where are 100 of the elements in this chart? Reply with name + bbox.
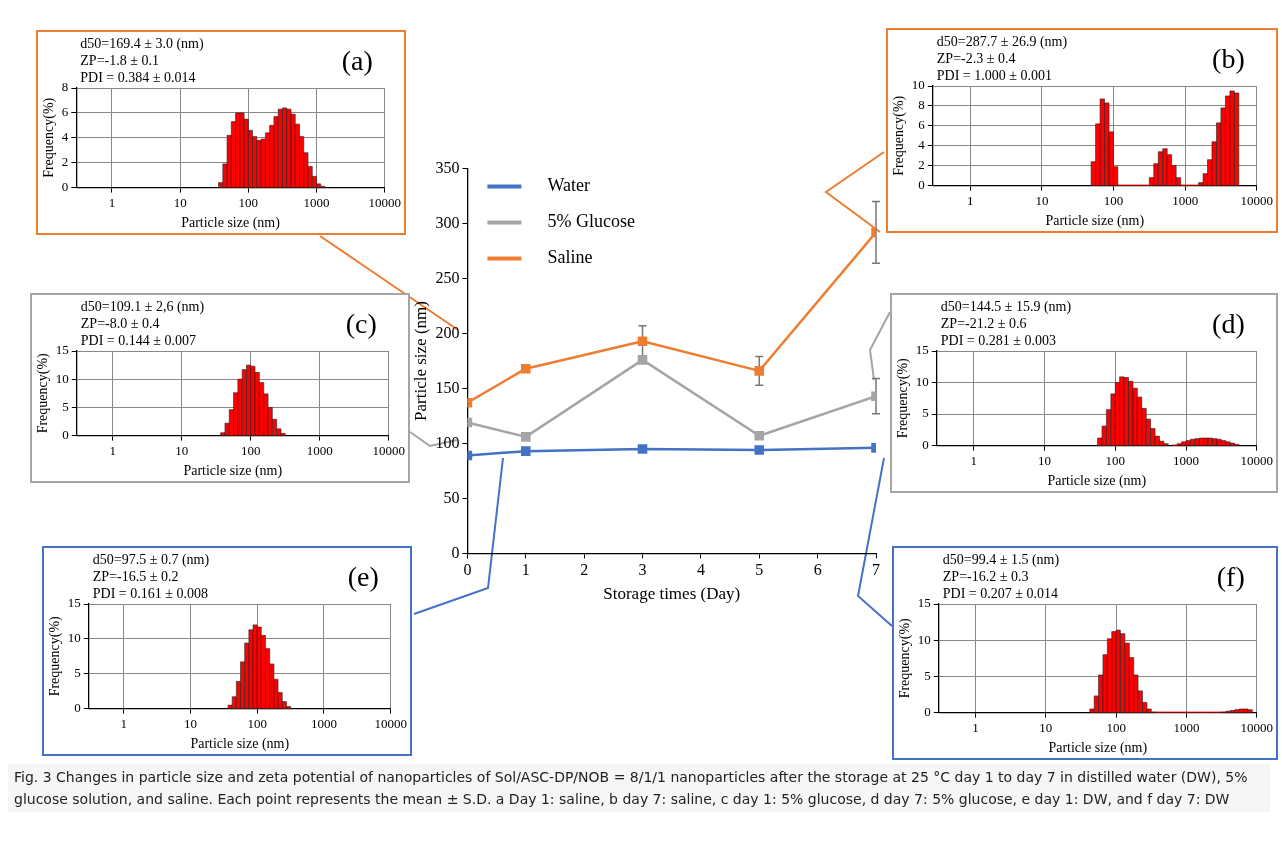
x-tick-label: 6 [813,561,822,579]
x-axis-title: Particle size (nm) [181,215,281,232]
x-axis-title: Particle size (nm) [190,736,290,753]
x-tick-label: 1000 [1172,192,1199,208]
text: PDI = 0.281 ± 0.003 [940,333,1056,348]
x-tick-label: 3 [638,561,647,579]
text: d50=109.1 ± 2,6 (nm) [80,299,205,315]
text: ZP=-1.8 ± 0.1 [80,53,159,68]
legend-label: Saline [547,247,593,268]
x-tick-label: 100 [1105,452,1126,468]
y-tick-label: 250 [435,268,460,286]
x-tick-label: 10000 [374,715,407,731]
x-tick-label: 10000 [1240,192,1273,208]
x-axis-title: Storage times (Day) [603,584,741,604]
y-tick-label: 5 [62,398,69,414]
x-axis-title: Particle size (nm) [1047,473,1147,490]
y-tick-label: 0 [924,704,931,720]
y-tick-label: 15 [67,595,81,611]
x-tick-label: 1000 [306,442,333,458]
x-tick-label: 10000 [372,442,405,458]
y-tick-label: 2 [918,157,925,173]
y-tick-label: 6 [61,104,69,120]
legend-label: Water [547,175,590,196]
y-tick-label: 50 [443,488,460,506]
y-tick-label: 4 [61,129,69,145]
legend-label: 5% Glucose [547,211,635,232]
y-tick-label: 10 [67,630,81,646]
x-axis-title: Particle size (nm) [183,463,283,480]
x-tick-label: 10000 [368,194,401,210]
x-tick-label: 1 [120,715,127,731]
text: d50=97.5 ± 0.7 (nm) [92,552,210,568]
x-tick-label: 1000 [303,194,330,210]
x-tick-label: 10 [1035,192,1049,208]
text: d50=287.7 ± 26.9 (nm) [936,34,1068,50]
text: ZP=-16.5 ± 0.2 [92,569,179,584]
text: PDI = 0.384 ± 0.014 [80,70,196,85]
x-tick-label: 1000 [310,715,337,731]
x-tick-label: 1 [521,561,530,579]
x-tick-label: 10000 [1240,719,1273,735]
x-axis-title: Particle size (nm) [1045,213,1145,230]
x-tick-label: 5 [755,561,764,579]
text: PDI = 0.144 ± 0.007 [80,333,196,348]
y-axis-title: Frequency(%) [891,95,908,176]
y-tick-label: 300 [435,213,460,231]
y-tick-label: 150 [435,378,460,396]
y-axis-title: Frequency(%) [35,352,52,434]
x-tick-label: 1 [972,719,979,735]
y-tick-label: 15 [915,342,929,358]
y-tick-label: 8 [61,79,69,95]
x-tick-label: 10 [1038,452,1052,468]
x-tick-label: 10 [183,715,197,731]
chart-title: (b) [1212,43,1245,74]
chart-title: (a) [341,45,373,76]
y-axis-title: Frequency(%) [895,357,912,439]
y-tick-label: 5 [922,405,929,421]
chart-title: (e) [347,561,379,592]
y-tick-label: 4 [918,137,926,153]
text: d50=144.5 ± 15.9 (nm) [940,299,1072,315]
x-tick-label: 4 [696,561,705,579]
x-tick-label: 10 [175,442,189,458]
y-tick-label: 0 [451,543,460,561]
y-tick-label: 6 [918,117,926,133]
y-tick-label: 0 [62,427,69,443]
x-tick-label: 1 [108,194,116,210]
y-tick-label: 10 [911,77,925,93]
y-tick-label: 2 [61,154,69,170]
x-tick-label: 10 [173,194,187,210]
y-tick-label: 15 [55,342,69,358]
y-tick-label: 200 [435,323,460,341]
x-tick-label: 1000 [1173,719,1200,735]
y-tick-label: 5 [74,665,81,681]
y-axis-title: Frequency(%) [41,97,58,178]
y-tick-label: 0 [918,177,925,193]
y-tick-label: 15 [917,595,931,611]
text: PDI = 0.161 ± 0.008 [92,586,208,601]
x-tick-label: 10000 [1240,452,1273,468]
x-axis-title: Particle size (nm) [1048,740,1148,757]
y-tick-label: 5 [924,667,931,683]
x-tick-label: 100 [241,442,261,458]
x-tick-label: 10 [1039,719,1053,735]
x-tick-label: 0 [463,561,472,579]
x-tick-label: 1 [970,452,978,468]
text: PDI = 1.000 ± 0.001 [936,68,1052,83]
x-tick-label: 1 [109,442,117,458]
text: PDI = 0.207 ± 0.014 [942,586,1058,601]
y-axis-title: Frequency(%) [897,617,914,699]
y-tick-label: 10 [917,631,931,647]
chart-title: (c) [345,308,377,339]
text: ZP=-2.3 ± 0.4 [936,51,1016,66]
x-tick-label: 100 [1106,719,1126,735]
y-tick-label: 10 [915,373,929,389]
y-tick-label: 0 [74,700,81,716]
x-tick-label: 100 [238,194,259,210]
text: d50=169.4 ± 3.0 (nm) [80,36,204,52]
y-axis-title: Particle size (nm) [410,301,430,421]
x-tick-label: 1 [967,192,974,208]
text: ZP=-21.2 ± 0.6 [940,316,1027,331]
x-tick-label: 7 [872,561,880,579]
y-tick-label: 10 [55,370,69,386]
x-tick-label: 100 [1103,192,1124,208]
